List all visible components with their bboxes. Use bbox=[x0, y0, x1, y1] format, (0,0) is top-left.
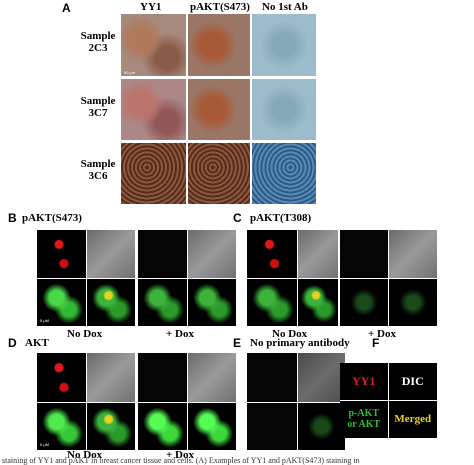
tissue-image bbox=[252, 79, 316, 140]
tissue-image bbox=[188, 143, 250, 204]
condition-label: + Dox bbox=[368, 328, 396, 340]
condition-label: No Dox bbox=[272, 328, 308, 340]
fluorescence-image bbox=[247, 403, 297, 450]
merged-image bbox=[389, 279, 437, 326]
scale-bar-label: 50 μm bbox=[124, 70, 136, 75]
merged-image bbox=[188, 403, 236, 450]
panel-label: C bbox=[233, 211, 242, 225]
panel-title: AKT bbox=[25, 337, 49, 349]
dic-image bbox=[87, 353, 135, 402]
row-label: Sample 3C6 bbox=[80, 158, 116, 182]
condition-label: + Dox bbox=[166, 449, 194, 461]
condition-label: No Dox bbox=[67, 449, 103, 461]
dic-image bbox=[389, 230, 437, 278]
tissue-image bbox=[252, 14, 316, 76]
panel-label: B bbox=[8, 211, 17, 225]
dic-image bbox=[298, 230, 338, 278]
tissue-image bbox=[188, 79, 250, 140]
dic-image bbox=[188, 230, 236, 278]
panel-title: pAKT(T308) bbox=[250, 212, 312, 224]
merged-image bbox=[87, 279, 135, 326]
fluorescence-image bbox=[37, 403, 86, 450]
panel-title: No primary antibody bbox=[250, 337, 350, 349]
legend-grid: YY1 DIC p-AKT or AKT Merged bbox=[340, 363, 437, 438]
panel-label: E bbox=[233, 336, 242, 350]
legend-cell: p-AKT or AKT bbox=[340, 400, 389, 438]
merged-image bbox=[188, 279, 236, 326]
column-header: No 1st Ab bbox=[262, 1, 308, 13]
fluorescence-image bbox=[247, 353, 297, 402]
legend-cell: YY1 bbox=[340, 363, 389, 401]
caption: staining of YY1 and pAKT in breast cance… bbox=[2, 456, 360, 465]
tissue-image bbox=[121, 14, 186, 76]
tissue-image bbox=[188, 14, 250, 76]
fluorescence-image bbox=[340, 230, 388, 278]
fluorescence-image bbox=[138, 353, 187, 402]
tissue-image bbox=[121, 79, 186, 140]
tissue-image bbox=[252, 143, 316, 204]
condition-label: No Dox bbox=[67, 328, 103, 340]
column-header: YY1 bbox=[140, 1, 162, 13]
fluorescence-image bbox=[37, 353, 86, 402]
legend-cell: Merged bbox=[394, 413, 432, 426]
fluorescence-image bbox=[340, 279, 388, 326]
merged-image bbox=[298, 279, 338, 326]
column-header: pAKT(S473) bbox=[190, 1, 250, 13]
tissue-image bbox=[121, 143, 186, 204]
merged-image bbox=[298, 403, 345, 450]
scale-bar-label: 5 μM bbox=[40, 442, 49, 447]
dic-image bbox=[87, 230, 135, 278]
fluorescence-image bbox=[138, 403, 187, 450]
dic-image bbox=[188, 353, 236, 402]
row-label: Sample 2C3 bbox=[80, 30, 116, 54]
scale-bar-label: 5 μM bbox=[40, 318, 49, 323]
legend-cell: DIC bbox=[388, 363, 437, 401]
fluorescence-image bbox=[138, 279, 187, 326]
panel-label: A bbox=[62, 1, 71, 15]
panel-label: F bbox=[372, 336, 380, 350]
condition-label: + Dox bbox=[166, 328, 194, 340]
fluorescence-image bbox=[138, 230, 187, 278]
merged-image bbox=[87, 403, 135, 450]
panel-title: pAKT(S473) bbox=[22, 212, 82, 224]
row-label: Sample 3C7 bbox=[80, 95, 116, 119]
fluorescence-image bbox=[37, 279, 86, 326]
panel-label: D bbox=[8, 336, 17, 350]
fluorescence-image bbox=[247, 279, 297, 326]
fluorescence-image bbox=[37, 230, 86, 278]
dic-image bbox=[298, 353, 345, 402]
fluorescence-image bbox=[247, 230, 297, 278]
